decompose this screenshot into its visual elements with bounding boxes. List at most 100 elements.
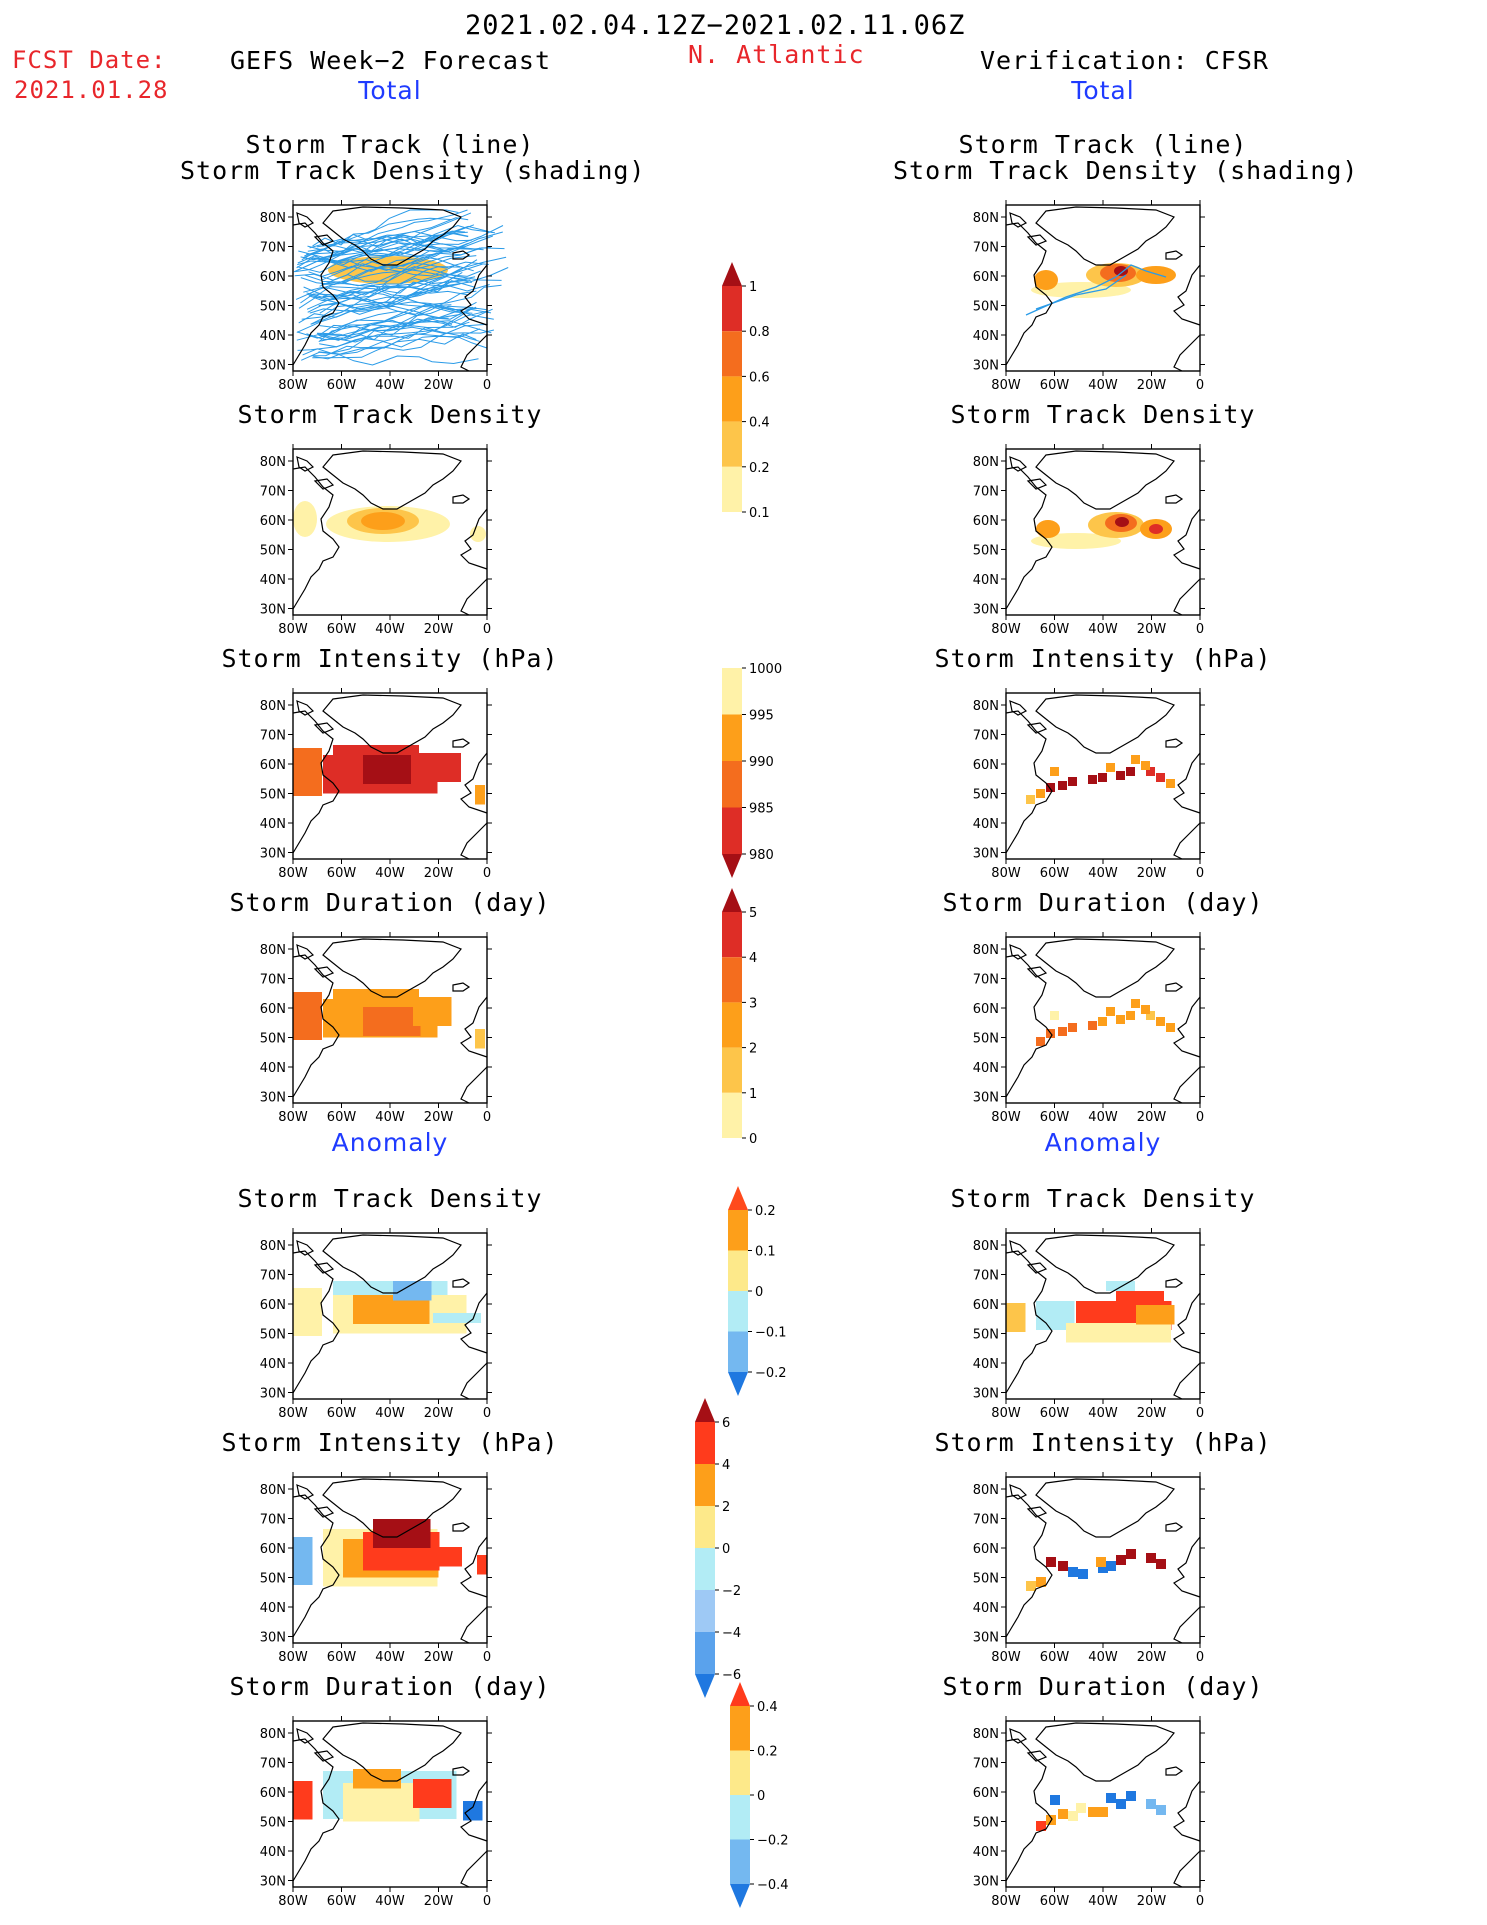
left-duration-cell: [382, 1026, 392, 1036]
left-anom-duration-cell: [362, 1769, 373, 1779]
left-column-title: GEFS Week−2 Forecast: [230, 46, 552, 75]
left-anom-density-panel-coast-africa: [460, 1362, 488, 1400]
right-density-panel-lon-label: 20W: [1137, 622, 1167, 637]
colorbar-segment: [728, 1250, 748, 1291]
right-anom-density-cell: [1123, 1332, 1133, 1343]
left-anom-density-cell: [402, 1290, 413, 1301]
left-duration-panel-coast-arch2: [313, 966, 335, 978]
left-duration-cell: [342, 1027, 352, 1038]
left-duration-cell: [372, 1026, 383, 1036]
left-anom-duration-cell: [381, 1769, 392, 1779]
left-intensity-cell: [451, 772, 461, 782]
right-anom-density-cell: [1075, 1323, 1086, 1333]
left-anom-duration-panel-coast-greenland: [322, 1722, 462, 1782]
right-anom-duration-panel-bg: [1006, 1721, 1200, 1887]
right-duration-panel-coast-greenland: [1035, 938, 1175, 998]
left-intensity-panel-coast-euro: [460, 752, 488, 814]
left-track-line: [307, 270, 481, 311]
left-track-line: [297, 224, 475, 266]
colorbar-arrow-top: [730, 1682, 750, 1706]
left-track-line: [301, 271, 463, 320]
right-anom-density-cell: [1113, 1332, 1124, 1343]
right-anom-density-title: Storm Track Density: [950, 1184, 1256, 1213]
right-track-density: [1034, 270, 1058, 290]
left-intensity-cell: [380, 745, 391, 755]
left-density-panel-lon-label: 60W: [327, 622, 357, 637]
right-duration-panel-coast-canada: [1005, 954, 1053, 1098]
right-density-panel-lon-label: 0: [1196, 622, 1204, 637]
left-duration-title: Storm Duration (day): [229, 888, 551, 917]
left-track-panel-coast-greenland: [322, 206, 462, 266]
right-duration-cell: [1036, 1037, 1045, 1046]
left-duration-cell: [361, 998, 372, 1009]
right-anom-intensity-panel-coast-africa: [1173, 1606, 1201, 1644]
left-track-panel-lat-label: 30N: [260, 359, 286, 374]
colorbar-arrow-bottom: [695, 1674, 715, 1698]
right-intensity-panel-lon-label: 20W: [1137, 866, 1167, 881]
colorbar-label: −6: [722, 1668, 741, 1683]
left-anom-duration-cell: [352, 1811, 363, 1822]
left-intensity-cell: [293, 776, 303, 787]
left-anom-duration-cell: [343, 1792, 353, 1803]
colorbar-segment: [722, 714, 742, 761]
left-anom-duration-cell: [362, 1792, 372, 1803]
left-intensity-cell: [302, 786, 313, 796]
left-anom-intensity-cell: [392, 1528, 402, 1539]
left-intensity-panel-coast-arch1: [296, 700, 315, 716]
right-anom-density-cell: [1113, 1323, 1124, 1333]
right-anom-density-cell: [1154, 1291, 1164, 1301]
left-duration-cell: [382, 1007, 392, 1017]
right-duration-cell: [1098, 1017, 1107, 1026]
colorbar-segment: [728, 1291, 748, 1332]
left-anom-duration-panel-coast-arch1: [296, 1728, 315, 1744]
left-duration-panel-lon-label: 0: [483, 1110, 491, 1125]
left-anom-intensity-cell: [409, 1567, 420, 1578]
left-intensity-cell: [312, 748, 322, 758]
right-density-panel-coast-arch2: [1026, 478, 1048, 490]
left-anom-density-cell: [400, 1314, 411, 1324]
right-track-panel-coast-arch2: [1026, 234, 1048, 246]
right-anom-density-cell: [1085, 1310, 1096, 1321]
right-intensity-cell: [1058, 781, 1067, 790]
left-anom-density-cell: [400, 1304, 411, 1315]
right-column-title: Verification: CFSR: [980, 46, 1269, 75]
right-intensity-panel-lat-label: 40N: [973, 817, 999, 832]
left-anom-intensity-cell: [363, 1532, 373, 1542]
left-track-panel-lat-label: 50N: [260, 300, 286, 315]
right-duration-panel-lon-label: 40W: [1088, 1110, 1118, 1125]
left-duration-panel-lat-label: 70N: [260, 973, 286, 988]
left-anom-density-cell: [353, 1295, 363, 1305]
left-anom-intensity-cell: [429, 1532, 440, 1542]
right-anom-duration-panel-coast-arch1: [1009, 1728, 1028, 1744]
left-anom-duration-panel-lon-label: 80W: [278, 1894, 308, 1909]
left-duration-cell: [372, 1016, 383, 1027]
colorbar-arrow-top: [695, 1398, 715, 1422]
left-density-panel-lat-label: 60N: [260, 514, 286, 529]
right-anom-intensity-cell: [1126, 1549, 1136, 1559]
left-track-line: [300, 246, 465, 286]
left-duration-panel-lon-label: 60W: [327, 1110, 357, 1125]
left-anom-density-cell: [471, 1313, 481, 1323]
left-density-shade: [470, 526, 486, 542]
left-anom-density-cell: [333, 1295, 343, 1305]
left-anom-density-cell: [302, 1316, 313, 1327]
left-density-panel-lon-label: 40W: [375, 622, 405, 637]
left-duration-cell: [333, 998, 343, 1009]
left-intensity-panel-lon-label: 60W: [327, 866, 357, 881]
colorbar-anom-density: 0.2 0.1 0 −0.1 −0.2: [728, 1186, 787, 1396]
left-duration-cell: [413, 1016, 423, 1026]
left-density-panel-lat-label: 30N: [260, 603, 286, 618]
left-duration-cell: [441, 1016, 452, 1026]
left-density-panel-coast-africa: [460, 578, 488, 616]
right-track-panel-coast-canada: [1005, 222, 1053, 366]
right-anom-duration-panel-coast-arch2: [1026, 1750, 1048, 1762]
left-intensity-panel-lon-label: 0: [483, 866, 491, 881]
left-anom-duration-title: Storm Duration (day): [229, 1672, 551, 1701]
left-track-line: [296, 305, 474, 333]
right-intensity-panel-coast-euro: [1173, 752, 1201, 814]
right-anom-density-cell: [1006, 1312, 1016, 1323]
left-anom-density-cell: [412, 1281, 422, 1291]
left-anom-duration-cell: [437, 1809, 447, 1819]
left-anom-duration-cell: [441, 1798, 452, 1808]
